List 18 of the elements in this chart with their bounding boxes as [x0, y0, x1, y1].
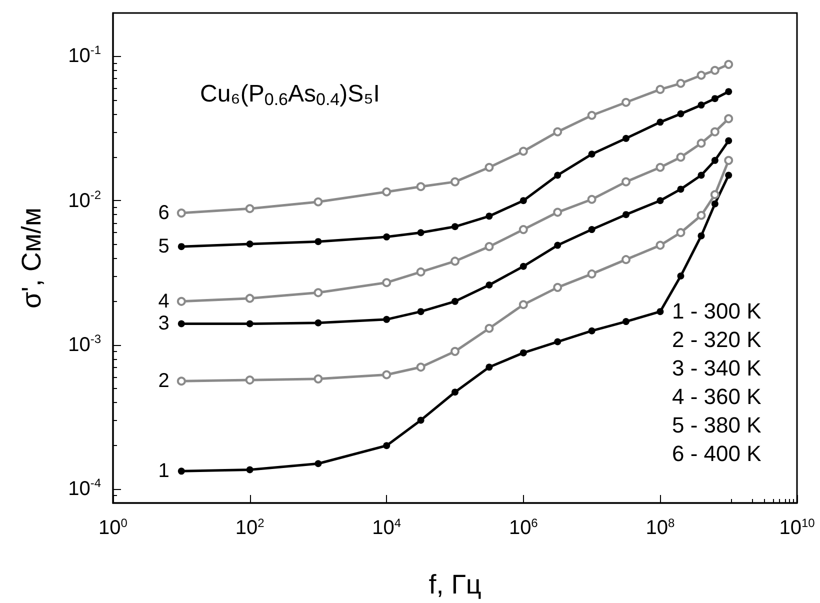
annotation: 1 - 300 K — [672, 298, 762, 324]
annotation: 5 - 380 K — [672, 412, 762, 438]
y-tick-label: 10$^{-4}$ — [68, 476, 101, 500]
y-tick-label: 10$^{-1}$ — [68, 43, 101, 68]
series-label: 5 — [158, 236, 170, 258]
annotation: 6 - 400 K — [672, 441, 762, 466]
annotation: 3 - 340 K — [672, 356, 762, 380]
x-axis-title: f, Гц — [428, 570, 482, 600]
annotation: 2 - 320 K — [672, 327, 762, 352]
series-label: 3 — [158, 312, 170, 335]
y-axis-title: σ', См/м — [16, 208, 46, 308]
y-tick-label: 10$^{-3}$ — [68, 332, 101, 356]
series-label: 1 — [158, 460, 170, 482]
annotation: 4 - 360 K — [672, 384, 762, 409]
series-label: 4 — [158, 290, 170, 312]
series-label: 2 — [158, 370, 170, 392]
y-tick-label: 10$^{-2}$ — [68, 188, 101, 212]
series-label: 6 — [158, 202, 170, 224]
